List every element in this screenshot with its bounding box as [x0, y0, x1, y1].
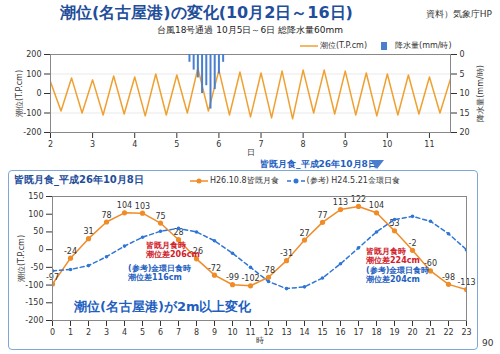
svg-text:10: 10 — [460, 89, 470, 98]
svg-text:0: 0 — [36, 89, 41, 98]
svg-text:17: 17 — [353, 328, 363, 337]
html-text:潮位(名古屋港)の変化(10月2日～16日): 潮位(名古屋港)の変化(10月2日～16日) — [60, 3, 353, 22]
html-text:(参考)金環日食時 潮位差204cm: (参考)金環日食時 潮位差204cm — [366, 266, 430, 284]
svg-text:50: 50 — [33, 227, 43, 236]
svg-text:20: 20 — [460, 128, 470, 137]
svg-text:8: 8 — [194, 328, 199, 337]
svg-text:18: 18 — [371, 328, 381, 337]
svg-text:時: 時 — [256, 336, 264, 345]
svg-text:0: 0 — [38, 245, 43, 254]
svg-text:12: 12 — [263, 328, 273, 337]
html-text:降水量(mm/時): 降水量(mm/時) — [395, 41, 452, 50]
svg-text:22: 22 — [443, 328, 453, 337]
svg-text:104: 104 — [369, 201, 384, 210]
svg-text:11: 11 — [245, 328, 255, 337]
html-text:資料）気象庁HP: 資料）気象庁HP — [425, 9, 492, 19]
svg-text:-200: -200 — [25, 316, 43, 325]
svg-text:27: 27 — [299, 229, 309, 238]
svg-text:日: 日 — [247, 148, 255, 157]
html-text:皆既月食_平成26年10月8日: 皆既月食_平成26年10月8日 — [260, 159, 377, 169]
html-text:(参考) H24.5.21金環日食: (参考) H24.5.21金環日食 — [306, 176, 400, 185]
svg-text:11: 11 — [424, 140, 434, 149]
html-text:H26.10.8皆既月食: H26.10.8皆既月食 — [210, 176, 279, 185]
html-text:皆既月食時 潮位差224cm: 皆既月食時 潮位差224cm — [366, 247, 420, 265]
svg-text:降水量(mm/時): 降水量(mm/時) — [476, 65, 485, 122]
svg-text:-72: -72 — [208, 264, 221, 273]
svg-text:6: 6 — [158, 328, 163, 337]
svg-text:-99: -99 — [226, 273, 239, 282]
svg-text:100: 100 — [28, 210, 43, 219]
svg-text:-31: -31 — [280, 249, 293, 258]
svg-text:78: 78 — [101, 211, 111, 220]
svg-text:10: 10 — [227, 328, 237, 337]
svg-text:77: 77 — [317, 211, 327, 220]
svg-text:104: 104 — [117, 201, 132, 210]
svg-text:9: 9 — [343, 140, 348, 149]
svg-text:150: 150 — [28, 192, 43, 201]
svg-text:31: 31 — [83, 227, 93, 236]
svg-text:-113: -113 — [457, 278, 476, 288]
html-text:皆既月食時 潮位差206cm: 皆既月食時 潮位差206cm — [146, 241, 200, 259]
svg-text:-200: -200 — [23, 128, 41, 137]
svg-text:19: 19 — [389, 328, 399, 337]
svg-text:3: 3 — [104, 328, 109, 337]
svg-text:21: 21 — [425, 328, 435, 337]
svg-text:-102: -102 — [241, 274, 259, 283]
svg-text:9: 9 — [212, 328, 217, 337]
svg-text:122: 122 — [350, 195, 367, 204]
svg-text:4: 4 — [132, 140, 137, 149]
svg-text:20: 20 — [407, 328, 417, 337]
svg-text:-150: -150 — [25, 298, 43, 307]
svg-text:10: 10 — [382, 140, 392, 149]
html-text:皆既月食_平成26年10月8日: 皆既月食_平成26年10月8日 — [14, 174, 144, 185]
svg-text:-2: -2 — [409, 239, 417, 248]
svg-text:14: 14 — [299, 328, 309, 337]
svg-text:2: 2 — [86, 328, 91, 337]
svg-text:8: 8 — [301, 140, 306, 149]
html-text:潮位(T.P.cm): 潮位(T.P.cm) — [320, 41, 367, 50]
html-text:(参考)金環日食時 潮位差116cm: (参考)金環日食時 潮位差116cm — [128, 264, 192, 282]
svg-text:5: 5 — [174, 140, 179, 149]
svg-text:15: 15 — [460, 109, 470, 118]
svg-text:1: 1 — [68, 328, 73, 337]
svg-text:0: 0 — [50, 328, 55, 337]
svg-text:13: 13 — [281, 328, 291, 337]
svg-text:103: 103 — [135, 202, 150, 211]
svg-text:5: 5 — [460, 70, 465, 79]
svg-text:3: 3 — [90, 140, 95, 149]
svg-text:28: 28 — [173, 228, 184, 238]
svg-text:4: 4 — [122, 328, 127, 337]
svg-text:潮位(T.P.cm): 潮位(T.P.cm) — [17, 235, 26, 282]
svg-text:200: 200 — [26, 50, 41, 59]
svg-text:75: 75 — [155, 212, 165, 221]
svg-text:潮位(T.P.cm): 潮位(T.P.cm) — [15, 70, 24, 117]
svg-text:23: 23 — [461, 328, 471, 337]
svg-text:16: 16 — [335, 328, 345, 337]
svg-text:-100: -100 — [23, 109, 41, 118]
svg-text:-98: -98 — [442, 273, 455, 282]
svg-text:2: 2 — [48, 140, 53, 149]
svg-text:-100: -100 — [25, 281, 43, 290]
svg-text:7: 7 — [176, 328, 181, 337]
svg-text:53: 53 — [389, 219, 400, 229]
svg-text:100: 100 — [26, 70, 41, 79]
svg-text:0: 0 — [460, 50, 465, 59]
html-text:台風18号通過 10月5日～6日 総降水量60mm: 台風18号通過 10月5日～6日 総降水量60mm — [157, 25, 343, 35]
html-text:潮位(名古屋港)が2m以上変化: 潮位(名古屋港)が2m以上変化 — [74, 299, 252, 314]
svg-text:-78: -78 — [262, 266, 275, 275]
svg-text:-50: -50 — [30, 263, 43, 272]
svg-text:-60: -60 — [424, 259, 437, 269]
svg-text:-24: -24 — [64, 247, 77, 256]
svg-text:6: 6 — [216, 140, 221, 149]
svg-text:7: 7 — [258, 140, 263, 149]
svg-text:113: 113 — [333, 198, 348, 207]
svg-text:-97: -97 — [46, 272, 59, 282]
svg-text:15: 15 — [317, 328, 327, 337]
svg-text:5: 5 — [140, 328, 145, 337]
html-text:90: 90 — [482, 338, 494, 348]
